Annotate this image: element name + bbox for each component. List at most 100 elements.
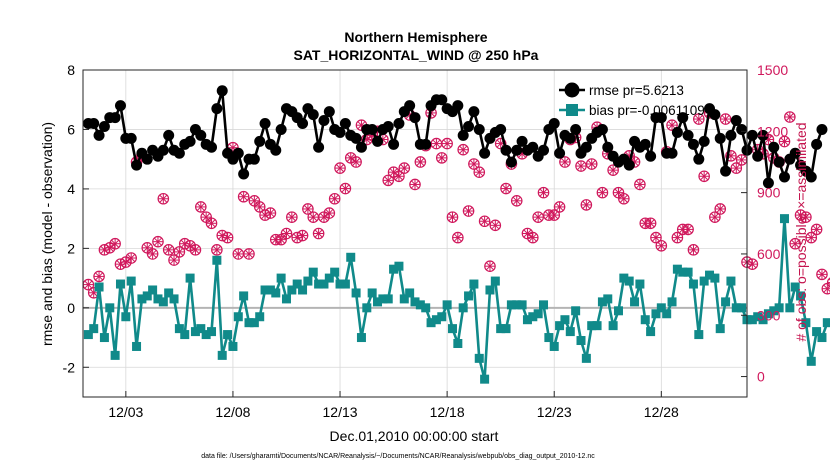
obs-point [559, 156, 571, 168]
bias-point [592, 321, 602, 331]
obs-point [473, 166, 486, 178]
obs-point [655, 239, 668, 252]
obs-point [168, 254, 180, 266]
bias-point [597, 297, 607, 307]
obs-point [457, 143, 469, 156]
rmse-point [645, 150, 657, 162]
rmse-point [211, 103, 223, 115]
bias-point [373, 297, 383, 307]
rmse-point [206, 141, 218, 153]
y-axis-left-ticks: -2 0 2 4 6 8 [63, 62, 89, 375]
bias-point [539, 300, 549, 310]
bias-point [399, 294, 409, 304]
bias-point [99, 333, 109, 343]
obs-point [446, 211, 459, 223]
obs-point [553, 201, 566, 213]
bias-point [196, 324, 206, 334]
rmse-point [682, 129, 694, 141]
bias-point [115, 279, 125, 289]
obs-count-series [82, 107, 830, 299]
rmse-point [98, 120, 110, 132]
bias-point [169, 294, 179, 304]
obs-point [462, 205, 475, 217]
rmse-point [248, 153, 260, 165]
legend-bias-label: bias pr=-0.0061109 [589, 103, 705, 118]
obs-point [157, 192, 170, 205]
chart-title: Northern Hemisphere [344, 29, 487, 45]
rmse-point [768, 141, 780, 153]
rmse-point [736, 123, 748, 135]
rmse-point [254, 135, 266, 147]
rmse-point [596, 123, 608, 135]
bias-point [185, 273, 195, 283]
bias-point [164, 288, 174, 298]
obs-point [693, 113, 705, 125]
obs-point [816, 268, 828, 281]
obs-point [275, 233, 287, 246]
rmse-point [420, 138, 432, 150]
rmse-point [307, 109, 319, 121]
bias-point [437, 312, 447, 322]
bias-point [447, 324, 457, 334]
bias-point [710, 273, 720, 283]
bias-point [549, 341, 559, 351]
rmse-point [355, 141, 367, 153]
bias-point [137, 294, 147, 304]
obs-point [548, 209, 561, 221]
rmse-point [216, 85, 228, 97]
bias-point [672, 264, 682, 274]
rmse-point [762, 177, 774, 189]
rmse-point [505, 156, 517, 168]
obs-point [232, 248, 245, 260]
rmse-point [93, 129, 105, 141]
obs-point [93, 270, 105, 283]
bias-point [613, 306, 623, 316]
rmse-point [805, 171, 817, 183]
bias-point [678, 267, 688, 277]
bias-point [651, 309, 661, 319]
bias-point [308, 267, 318, 277]
bias-point [153, 294, 163, 304]
rmse-point [452, 100, 464, 112]
bias-point [747, 315, 757, 325]
rmse-point [639, 138, 651, 150]
bias-point [769, 306, 779, 316]
bias-point [244, 318, 254, 328]
obs-point [682, 223, 694, 236]
rmse-point [602, 141, 614, 153]
rmse-point [436, 94, 448, 106]
bias-point [688, 279, 698, 289]
obs-point [468, 158, 480, 170]
bias-point [142, 291, 152, 301]
bias-point [94, 282, 104, 292]
bias-point [356, 333, 366, 343]
bias-point [287, 285, 297, 295]
bias-point [180, 330, 190, 340]
obs-point [264, 207, 277, 219]
bias-point [340, 279, 350, 289]
rmse-point [382, 120, 394, 132]
x-tick-label: 12/18 [430, 404, 465, 420]
obs-point [778, 135, 791, 148]
bias-point [480, 374, 490, 384]
bias-point [694, 330, 704, 340]
bias-point [148, 285, 158, 295]
bias-point [431, 315, 441, 325]
obs-point [671, 231, 684, 244]
y-left-tick-label: 0 [67, 300, 75, 316]
obs-point [307, 211, 320, 223]
bias-point [223, 330, 233, 340]
rmse-point [538, 144, 550, 156]
bias-point [217, 350, 227, 360]
bias-point [705, 270, 715, 280]
rmse-point [687, 138, 699, 150]
obs-point [393, 170, 405, 183]
legend: rmse pr=5.6213 bias pr=-0.0061109 [559, 82, 705, 118]
bias-point [528, 312, 538, 322]
rmse-point [163, 129, 175, 141]
obs-point [596, 186, 609, 199]
rmse-point [757, 129, 769, 141]
rmse-point [773, 156, 785, 168]
obs-point [537, 186, 550, 199]
obs-point [141, 242, 154, 254]
